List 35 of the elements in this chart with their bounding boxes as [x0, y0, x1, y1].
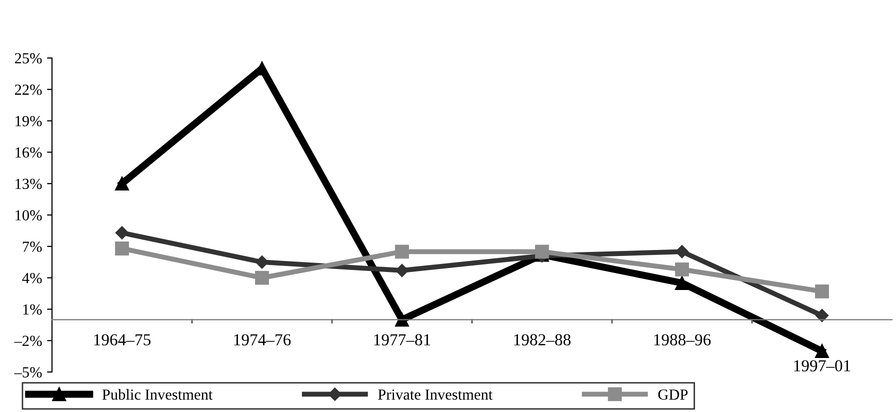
point — [255, 270, 269, 285]
x-tick-label: 1988–96 — [654, 334, 711, 346]
point — [115, 176, 129, 191]
y-tick-label: 16% — [16, 147, 42, 158]
x-tick-label: 1982–88 — [514, 334, 571, 346]
legend-label: GDP — [658, 389, 688, 400]
point — [815, 308, 829, 322]
y-tick-label: 10% — [16, 210, 42, 220]
point — [675, 276, 689, 290]
point — [115, 226, 129, 240]
legend-label: Private Investment — [378, 389, 493, 400]
y-tick-label: 7% — [22, 242, 42, 252]
point — [395, 264, 409, 278]
point — [255, 256, 269, 269]
point — [815, 284, 829, 298]
point — [535, 244, 549, 259]
point — [115, 242, 129, 256]
x-tick-label: 1977–81 — [374, 334, 430, 346]
x-tick-label: 1964–75 — [94, 334, 151, 346]
point — [675, 262, 689, 276]
x-tick-label: 1997–01 — [794, 360, 850, 372]
y-tick-label: –5% — [14, 367, 42, 378]
y-tick-label: 1% — [23, 304, 42, 315]
point — [815, 344, 829, 358]
y-tick-label: –2% — [14, 336, 42, 346]
point — [675, 245, 689, 258]
y-tick-label: 13% — [16, 178, 42, 190]
y-tick-label: 22% — [14, 84, 42, 95]
legend-label: Public Investment — [102, 388, 213, 400]
x-tick-label: 1974–76 — [234, 334, 291, 346]
y-tick-label: 19% — [16, 116, 42, 126]
y-tick-label: 4% — [22, 272, 42, 284]
y-tick-label: 25% — [14, 53, 42, 64]
point — [395, 312, 409, 327]
point — [395, 244, 409, 259]
